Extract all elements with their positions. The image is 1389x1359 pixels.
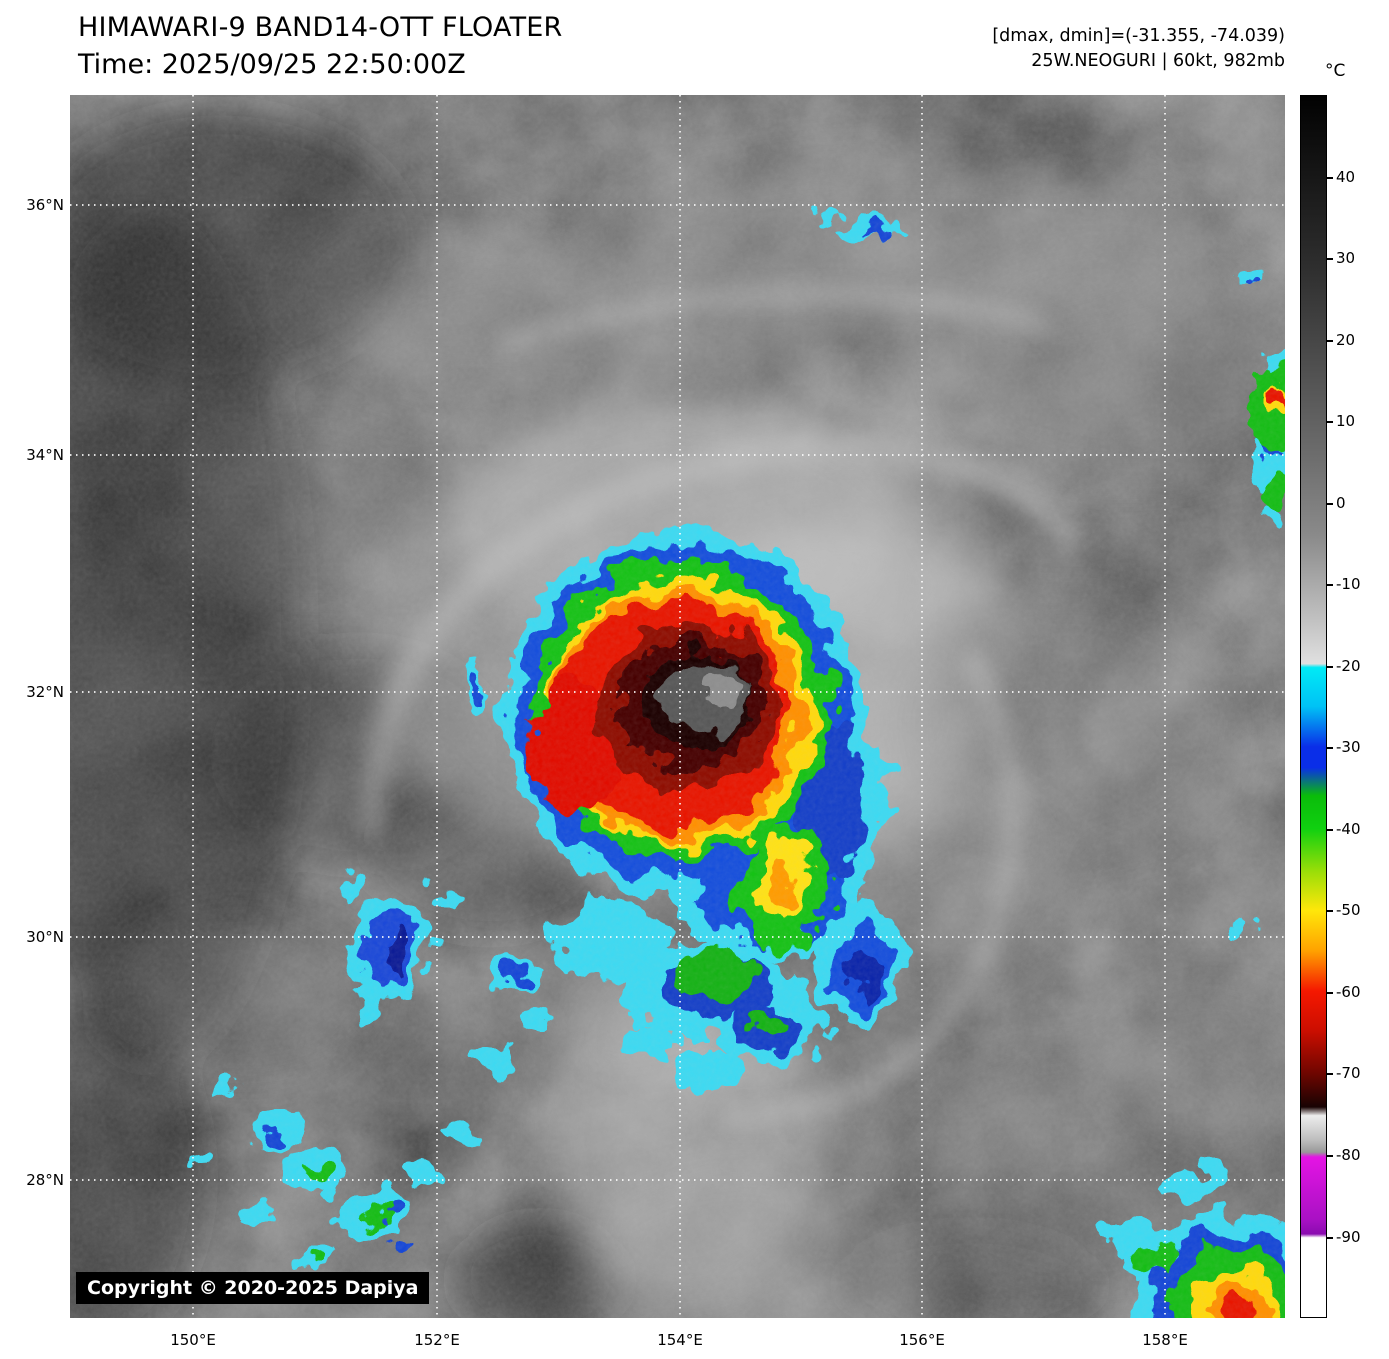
lat-label-34n: 34°N (26, 446, 64, 464)
dmax-dmin-readout: [dmax, dmin]=(-31.355, -74.039) (992, 26, 1285, 46)
colorbar-tick-m50: -50 (1327, 901, 1361, 919)
storm-info: 25W.NEOGURI | 60kt, 982mb (1031, 51, 1285, 71)
lon-label-154e: 154°E (657, 1331, 703, 1349)
satellite-map (70, 95, 1285, 1318)
header-right-info: [dmax, dmin]=(-31.355, -74.039) 25W.NEOG… (992, 24, 1285, 74)
timestamp: Time: 2025/09/25 22:50:00Z (78, 49, 466, 80)
lon-label-156e: 156°E (899, 1331, 945, 1349)
colorbar-tick-m80: -80 (1327, 1146, 1361, 1164)
colorbar-tick-30: 30 (1326, 249, 1356, 267)
page-title: HIMAWARI-9 BAND14-OTT FLOATER (78, 12, 563, 43)
lon-label-158e: 158°E (1142, 1331, 1188, 1349)
colorbar-tick-m40: -40 (1327, 820, 1361, 838)
lat-label-32n: 32°N (26, 683, 64, 701)
lon-label-152e: 152°E (414, 1331, 460, 1349)
colorbar-tick-m60: -60 (1327, 983, 1361, 1001)
lat-label-30n: 30°N (26, 928, 64, 946)
lon-label-150e: 150°E (170, 1331, 216, 1349)
latlon-grid (70, 95, 1285, 1318)
colorbar-tick-0: 0 (1327, 494, 1346, 512)
colorbar-tick-40: 40 (1326, 168, 1356, 186)
colorbar-tick-m10: -10 (1327, 575, 1361, 593)
colorbar-unit-label: °C (1325, 61, 1346, 81)
colorbar-tick-20: 20 (1326, 331, 1356, 349)
colorbar-tick-m70: -70 (1327, 1064, 1361, 1082)
copyright-watermark: Copyright © 2020-2025 Dapiya (76, 1272, 430, 1304)
satellite-image (70, 95, 1285, 1318)
colorbar-tick-m90: -90 (1327, 1228, 1361, 1246)
colorbar-tick-m30: -30 (1327, 738, 1361, 756)
colorbar-tick-10: 10 (1326, 412, 1356, 430)
colorbar-tick-m20: -20 (1327, 657, 1361, 675)
lat-label-28n: 28°N (26, 1171, 64, 1189)
temperature-colorbar (1300, 95, 1327, 1318)
lat-label-36n: 36°N (26, 196, 64, 214)
